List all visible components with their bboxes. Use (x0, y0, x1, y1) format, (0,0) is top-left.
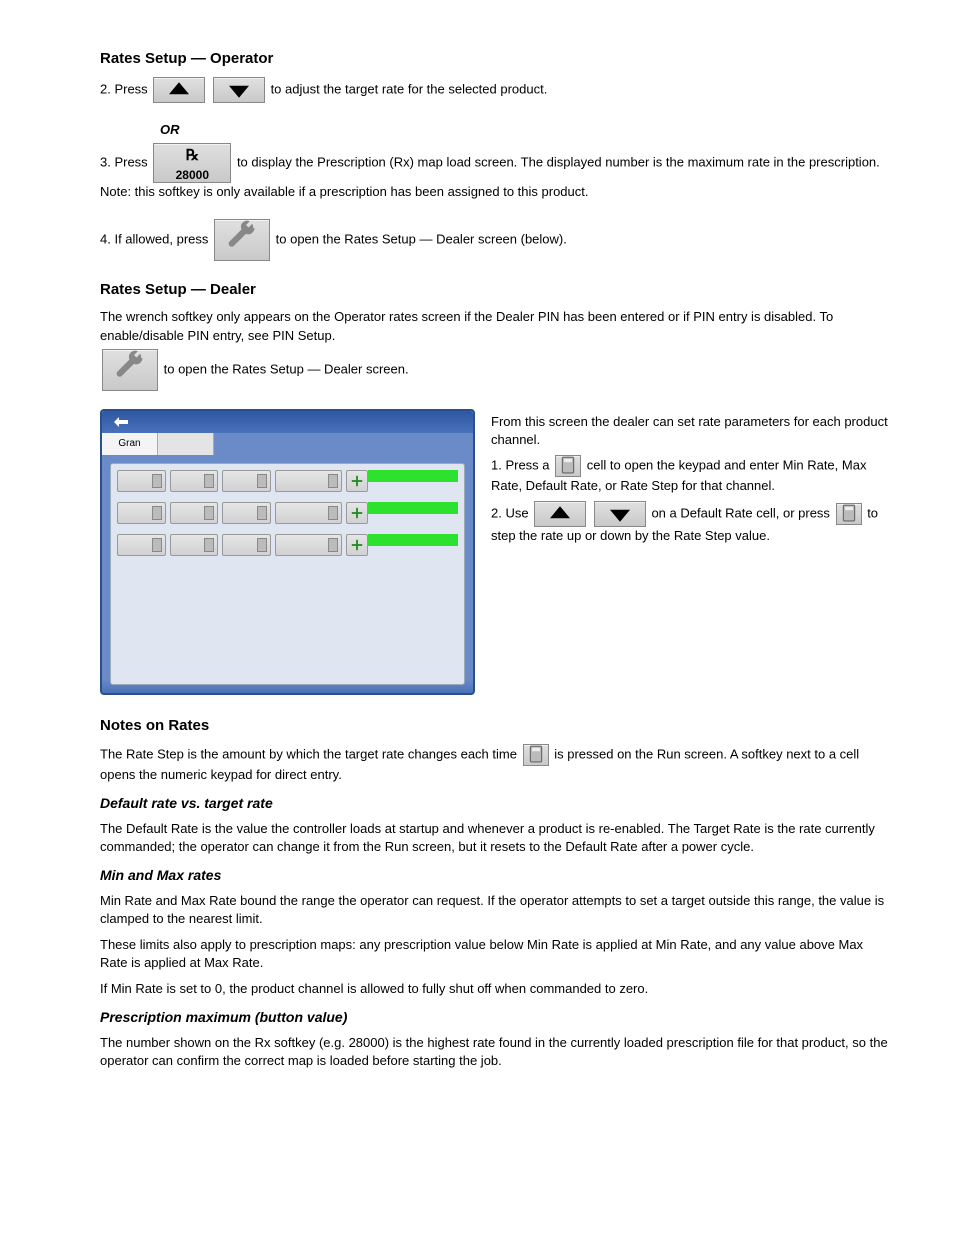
calc-icon (152, 506, 162, 520)
rates-dealer-panel: Gran (100, 409, 475, 695)
panel-body (110, 463, 465, 685)
rate-up-button[interactable] (153, 77, 205, 103)
calc-icon (257, 474, 267, 488)
note-2-heading: Default rate vs. target rate (100, 794, 894, 814)
step-4: 4. If allowed, press to open the Rates S… (100, 219, 894, 261)
rx-glyph: ℞ (186, 148, 199, 164)
calc-icon (257, 506, 267, 520)
desc-p2: 1. Press a cell to open the keypad and e… (491, 455, 894, 495)
calc-icon (328, 506, 338, 520)
min-rate-cell[interactable] (117, 470, 166, 492)
calculator-icon (842, 504, 856, 522)
rate-bar (368, 534, 458, 546)
wrench-icon (227, 220, 257, 250)
wrench-icon (115, 350, 145, 380)
wrench-button-operator[interactable] (214, 219, 270, 261)
dealer-paragraph: The wrench softkey only appears on the O… (100, 308, 894, 344)
or-text: OR (160, 121, 894, 139)
panel-row-3 (117, 534, 458, 556)
note-3-heading: Min and Max rates (100, 866, 894, 886)
calc-icon (328, 474, 338, 488)
panel-description: From this screen the dealer can set rate… (491, 409, 894, 552)
step-rate-cell[interactable] (222, 470, 271, 492)
heading-dealer: Rates Setup — Dealer (100, 279, 894, 300)
heading-operator: Rates Setup — Operator (100, 48, 894, 69)
plus-icon (350, 538, 364, 552)
default-rate-cell[interactable] (275, 534, 342, 556)
note-2-body: The Default Rate is the value the contro… (100, 820, 894, 856)
step-3: 3. Press ℞ 28000 to display the Prescrip… (100, 143, 894, 201)
calc-icon (204, 506, 214, 520)
plus-icon (350, 474, 364, 488)
panel-row-2 (117, 502, 458, 524)
calculator-icon (561, 456, 575, 474)
desc-p1: From this screen the dealer can set rate… (491, 413, 894, 449)
plus-icon (350, 506, 364, 520)
note-4-body: The number shown on the Rx softkey (e.g.… (100, 1034, 894, 1070)
calc-button[interactable] (523, 744, 549, 766)
rate-down-button[interactable] (213, 77, 265, 103)
rate-bar (368, 470, 458, 482)
desc-p3: 2. Use on a Default Rate cell, or press … (491, 501, 894, 545)
step-rate-cell[interactable] (222, 502, 271, 524)
calc-button[interactable] (555, 455, 581, 477)
min-rate-cell[interactable] (117, 502, 166, 524)
step4-prefix: 4. If allowed, press (100, 232, 208, 247)
note-3-body3: If Min Rate is set to 0, the product cha… (100, 980, 894, 998)
back-icon (112, 415, 130, 429)
calculator-icon (529, 745, 543, 763)
back-button[interactable] (108, 413, 134, 431)
note-3-body2: These limits also apply to prescription … (100, 936, 894, 972)
dealer-press: Press to open the Rates Setup — Dealer s… (100, 349, 894, 391)
step3-prefix: 3. Press (100, 155, 148, 170)
default-rate-cell[interactable] (275, 470, 342, 492)
rate-bar (368, 502, 458, 514)
notes-heading: Notes on Rates (100, 715, 894, 736)
min-rate-cell[interactable] (117, 534, 166, 556)
step-2: 2. Press to adjust the target rate for t… (100, 77, 894, 103)
default-rate-cell[interactable] (275, 502, 342, 524)
note-4-heading: Prescription maximum (button value) (100, 1008, 894, 1028)
calc-icon (328, 538, 338, 552)
dealer-press-suffix: to open the Rates Setup — Dealer screen. (164, 361, 409, 376)
step2-suffix: to adjust the target rate for the select… (271, 81, 548, 96)
panel-tabs: Gran (102, 433, 473, 455)
calc-icon (152, 538, 162, 552)
panel-topbar (102, 411, 473, 433)
note-1: The Rate Step is the amount by which the… (100, 744, 894, 784)
notes-section: Notes on Rates The Rate Step is the amou… (100, 715, 894, 1071)
step2-prefix: 2. Press (100, 81, 148, 96)
calc-icon (152, 474, 162, 488)
calc-button[interactable] (836, 503, 862, 525)
rx-button[interactable]: ℞ 28000 (153, 143, 231, 183)
add-rate-button[interactable] (346, 534, 368, 556)
tab-1[interactable]: Gran (102, 433, 158, 455)
note-3-body1: Min Rate and Max Rate bound the range th… (100, 892, 894, 928)
rate-down-button[interactable] (594, 501, 646, 527)
step-rate-cell[interactable] (222, 534, 271, 556)
panel-row-1 (117, 470, 458, 492)
add-rate-button[interactable] (346, 502, 368, 524)
add-rate-button[interactable] (346, 470, 368, 492)
max-rate-cell[interactable] (170, 502, 219, 524)
rx-value: 28000 (176, 168, 209, 182)
wrench-button-dealer[interactable] (102, 349, 158, 391)
calc-icon (257, 538, 267, 552)
calc-icon (204, 538, 214, 552)
max-rate-cell[interactable] (170, 534, 219, 556)
max-rate-cell[interactable] (170, 470, 219, 492)
rate-up-button[interactable] (534, 501, 586, 527)
step4-suffix: to open the Rates Setup — Dealer screen … (276, 232, 567, 247)
calc-icon (204, 474, 214, 488)
tab-2[interactable] (158, 433, 214, 455)
